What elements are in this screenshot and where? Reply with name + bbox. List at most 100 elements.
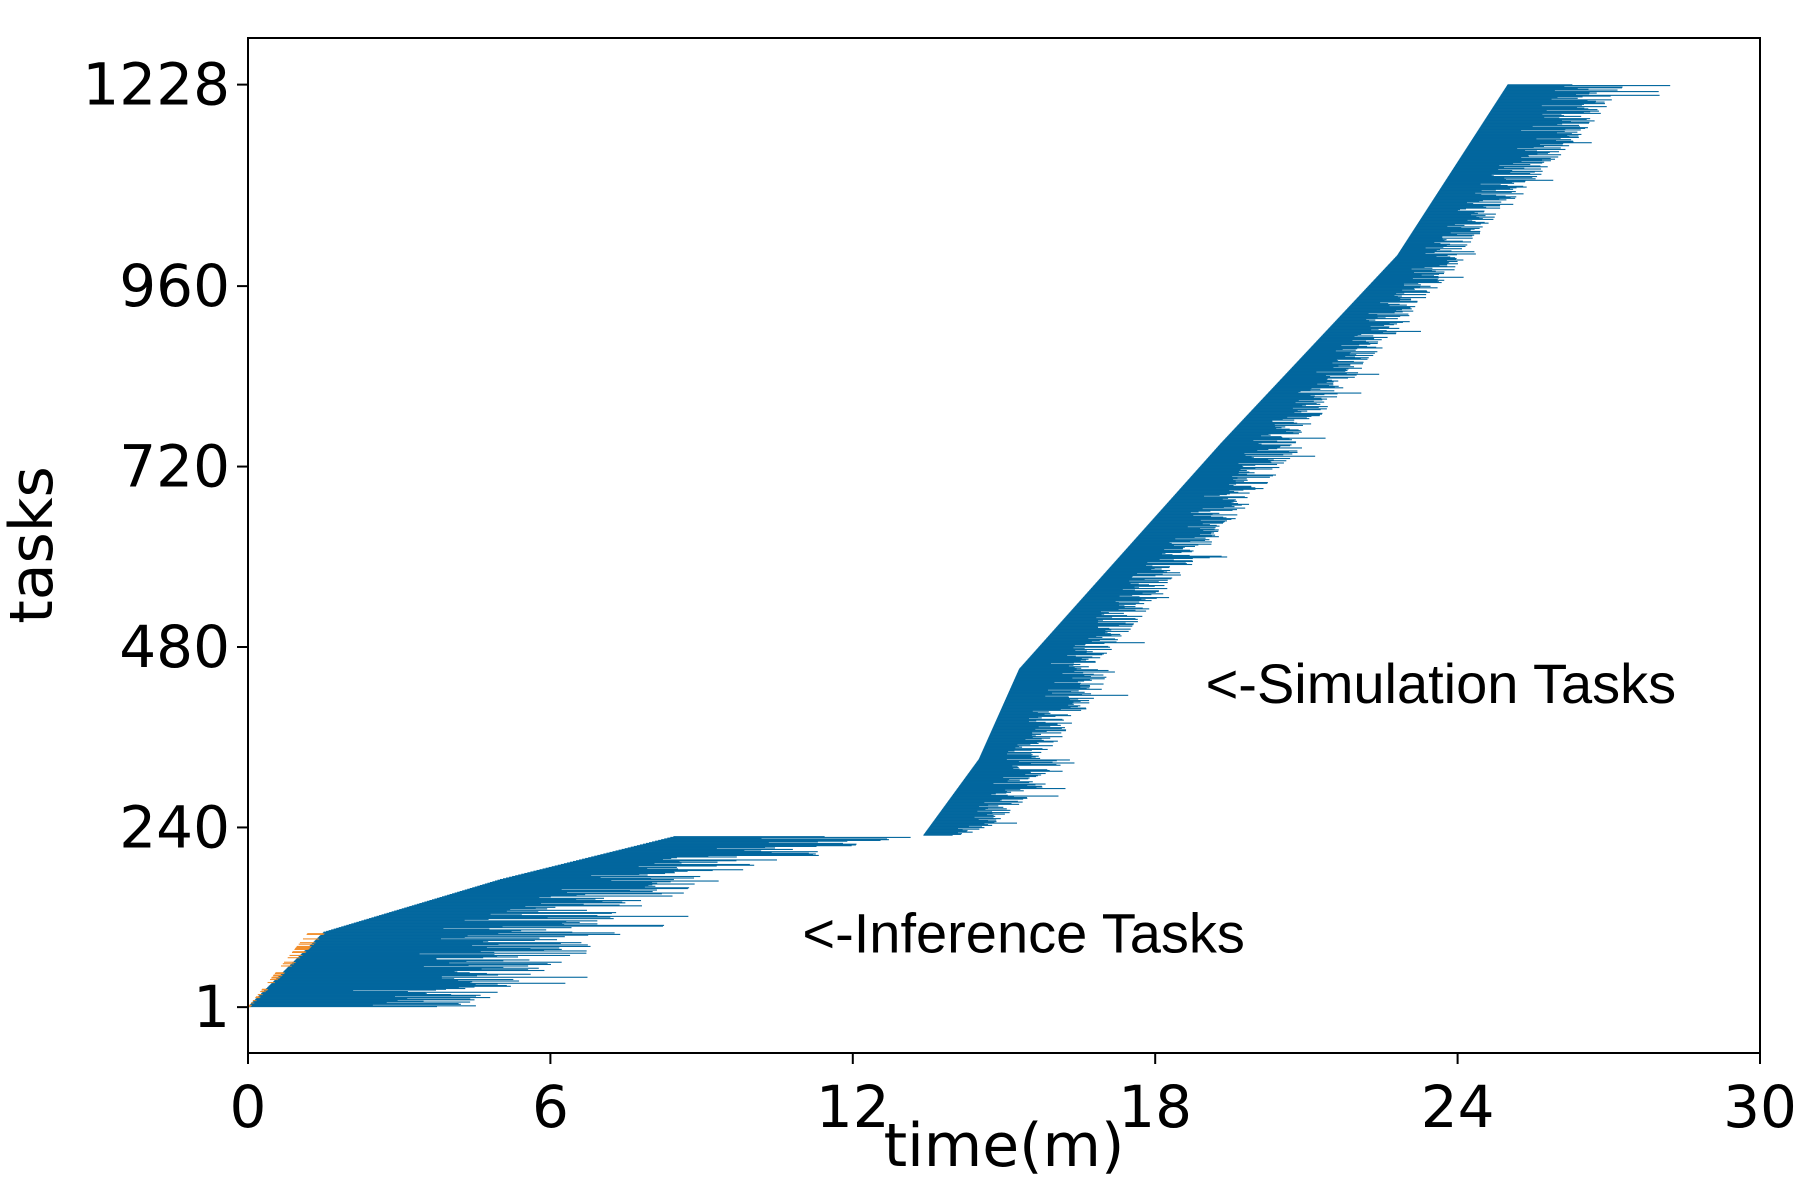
task-bar <box>1390 262 1448 264</box>
task-bar <box>366 918 489 920</box>
task-bar <box>956 789 1006 791</box>
task-bar <box>990 733 1033 735</box>
task-bar <box>971 768 1020 770</box>
task-bar <box>257 996 395 998</box>
task-bar <box>1446 178 1536 180</box>
task-bar <box>1121 553 1163 555</box>
task-bar <box>1259 401 1325 403</box>
task-bar <box>1240 421 1294 423</box>
task-bar <box>1035 649 1076 651</box>
task-bar <box>1408 236 1443 238</box>
task-bar <box>1494 104 1582 106</box>
task-bar <box>1082 597 1170 599</box>
task-bar <box>249 1004 373 1006</box>
task-bar <box>1399 251 1435 254</box>
task-bar <box>1187 480 1236 482</box>
task-bar <box>1128 545 1195 547</box>
task-bar <box>282 972 470 974</box>
task-bar <box>979 756 1036 758</box>
task-bar <box>936 816 975 818</box>
task-bar <box>1113 563 1187 565</box>
task-bar <box>1127 546 1185 548</box>
task-bar <box>1144 527 1201 529</box>
task-bar <box>1359 295 1402 297</box>
task-bar <box>1190 476 1270 478</box>
queue-bar <box>252 1000 257 1002</box>
task-bar <box>1282 376 1355 378</box>
task-bar <box>935 818 1001 820</box>
task-bar <box>1139 533 1200 535</box>
task-bar <box>1397 254 1448 257</box>
task-bar <box>1221 442 1296 444</box>
task-bar <box>1444 181 1525 183</box>
task-bar <box>1024 662 1074 664</box>
task-bar <box>551 866 639 868</box>
task-bar <box>1049 634 1112 636</box>
task-bar <box>1312 345 1342 347</box>
task-bar <box>1346 309 1402 311</box>
task-bar <box>1428 206 1487 208</box>
task-bar <box>1018 669 1109 672</box>
task-bar <box>938 814 988 816</box>
task-bar <box>1082 597 1157 599</box>
task-bar <box>652 841 818 843</box>
task-bar <box>309 945 591 947</box>
task-bar <box>1209 454 1246 457</box>
task-bar <box>1091 588 1168 590</box>
task-bar <box>1245 416 1288 418</box>
task-bar <box>1492 106 1578 108</box>
task-bar <box>273 981 473 983</box>
task-bar <box>1453 167 1525 169</box>
task-bar <box>1029 657 1101 659</box>
task-bar <box>1434 197 1516 199</box>
x-tick-label: 12 <box>816 1073 890 1141</box>
task-bar <box>1410 233 1458 235</box>
task-bar <box>285 969 529 971</box>
task-bar <box>1117 558 1160 560</box>
task-bar <box>356 921 580 923</box>
task-bar <box>1279 379 1332 381</box>
task-bar <box>518 874 648 876</box>
task-bar <box>1392 260 1448 262</box>
task-bar <box>454 892 684 894</box>
task-bar <box>1500 94 1660 96</box>
task-bar <box>1372 281 1440 283</box>
task-bar <box>1363 290 1427 292</box>
task-bar <box>1015 675 1091 678</box>
task-bar <box>1209 455 1316 457</box>
task-bar <box>1365 288 1415 290</box>
task-bar <box>1181 486 1252 488</box>
task-bar <box>1467 145 1544 148</box>
queue-bar <box>280 965 292 967</box>
task-bar <box>981 753 1008 755</box>
task-bar <box>283 970 455 972</box>
task-bar <box>1464 150 1538 152</box>
task-bar <box>374 916 611 918</box>
task-bar <box>1362 291 1430 293</box>
y-tick-label: 1228 <box>82 51 230 119</box>
task-bar <box>1072 609 1119 611</box>
task-bar <box>1379 273 1440 275</box>
task-bar <box>1490 109 1547 111</box>
task-bar <box>1163 506 1224 508</box>
task-bar <box>1268 391 1299 393</box>
task-bar <box>940 811 993 813</box>
task-bar <box>1452 169 1499 171</box>
task-bar <box>1013 681 1055 684</box>
task-bar <box>1263 397 1322 399</box>
task-bar <box>1464 151 1560 153</box>
task-bar <box>1274 385 1339 387</box>
task-bar <box>1463 152 1549 154</box>
task-bar <box>1021 665 1069 667</box>
task-bar <box>1011 686 1081 688</box>
task-bar <box>267 987 459 989</box>
task-bar <box>1214 450 1298 452</box>
task-bar <box>320 934 589 936</box>
task-bar <box>1216 447 1302 449</box>
task-bar <box>1129 545 1174 547</box>
task-bar <box>1079 600 1116 602</box>
task-bar <box>1224 438 1290 440</box>
task-bar <box>926 830 967 832</box>
task-bar <box>1506 86 1623 88</box>
task-bar <box>1226 436 1283 438</box>
